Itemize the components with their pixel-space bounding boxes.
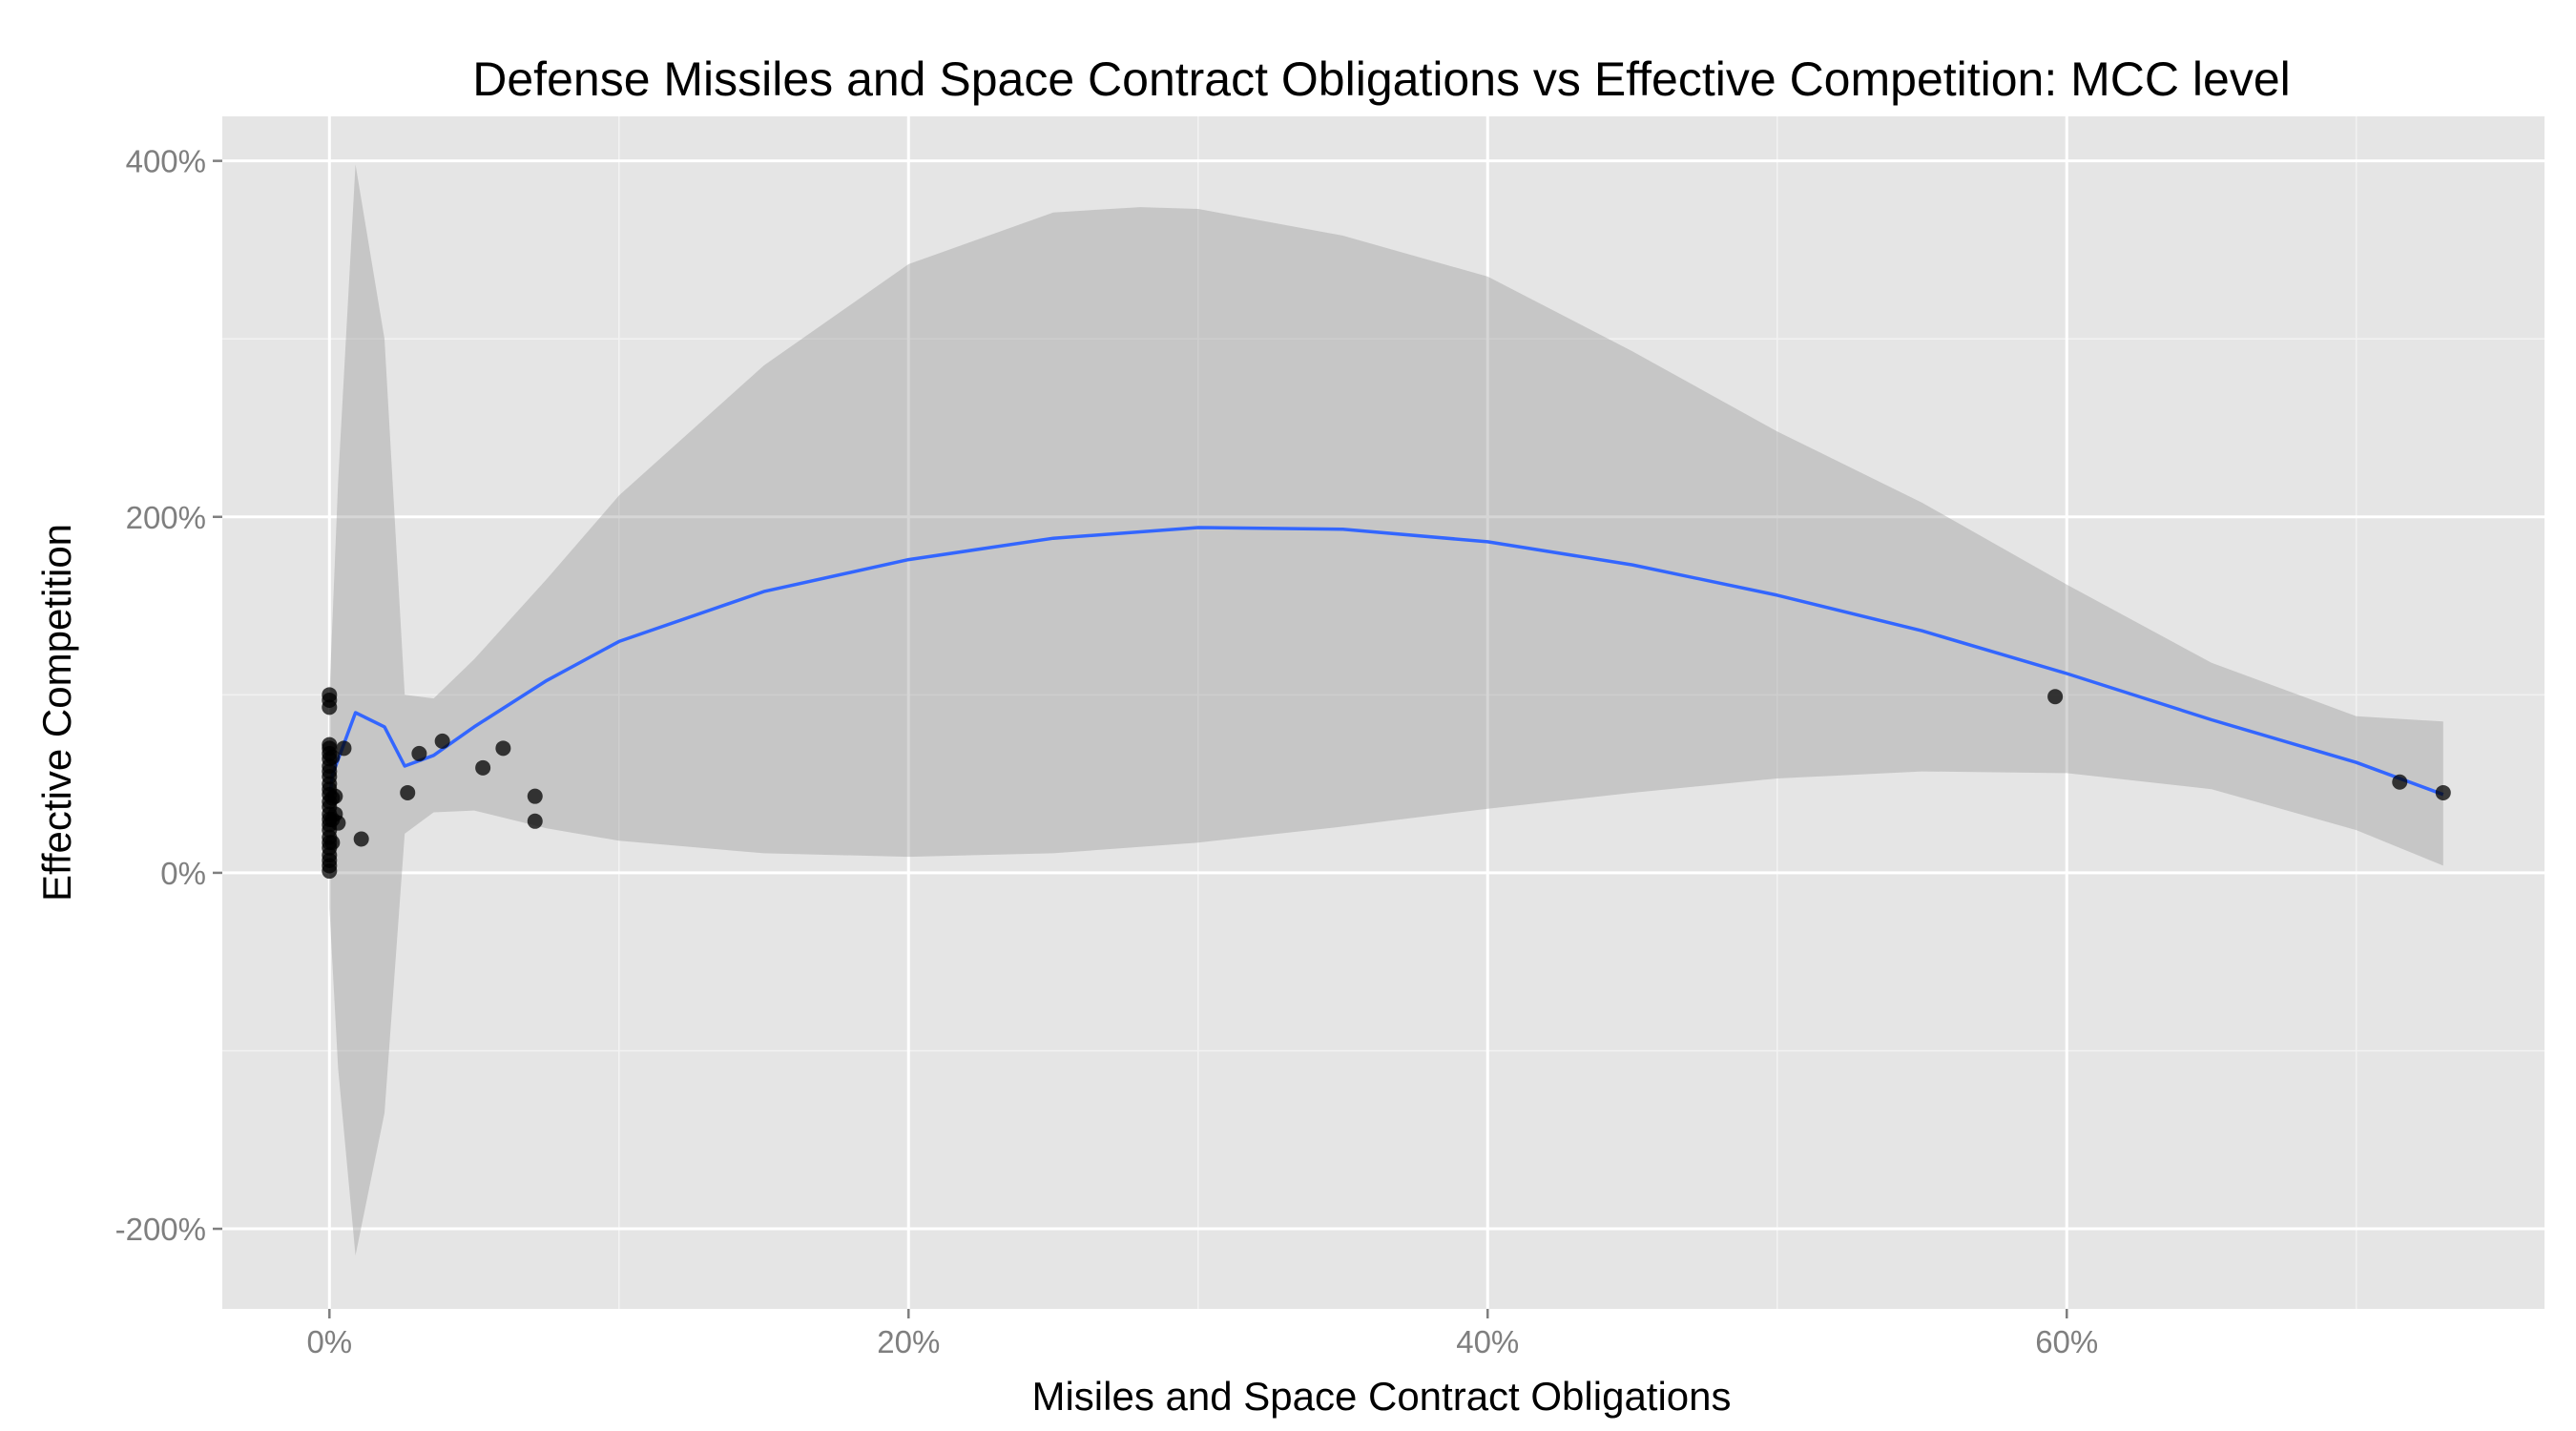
data-point-2 (322, 699, 338, 716)
data-point-42 (2047, 689, 2064, 705)
data-point-29 (324, 835, 341, 851)
x-axis-ticks: 0% 20% 40% 60% (306, 1309, 2098, 1359)
data-point-44 (2435, 784, 2451, 800)
y-tick-label-2: 200% (126, 500, 206, 535)
data-point-33 (336, 740, 352, 757)
x-tick-label-0: 0% (306, 1324, 352, 1359)
confidence-band-layer (329, 164, 2443, 1255)
data-point-32 (330, 815, 346, 831)
data-points-layer (322, 687, 2451, 880)
y-axis-ticks: -200% 0% 200% 400% (115, 144, 222, 1247)
y-tick-label-3: 400% (126, 144, 206, 179)
x-tick-label-3: 60% (2035, 1324, 2098, 1359)
plot-panel (222, 116, 2545, 1309)
confidence-band (329, 164, 2443, 1255)
y-tick-label-0: -200% (115, 1212, 206, 1247)
data-point-34 (353, 831, 369, 847)
x-axis-title: Misiles and Space Contract Obligations (1031, 1374, 1731, 1419)
data-point-30 (327, 788, 343, 804)
x-tick-label-2: 40% (1456, 1324, 1519, 1359)
data-point-26 (324, 749, 341, 765)
data-point-35 (400, 784, 416, 800)
y-tick-label-1: 0% (160, 856, 206, 891)
data-point-41 (527, 813, 543, 829)
x-tick-label-1: 20% (877, 1324, 940, 1359)
data-point-43 (2392, 774, 2408, 790)
data-point-36 (411, 745, 427, 761)
data-point-39 (495, 740, 511, 757)
minor-gridlines (222, 116, 2545, 1309)
chart-title: Defense Missiles and Space Contract Obli… (472, 52, 2290, 106)
data-point-40 (527, 788, 543, 804)
data-point-38 (475, 759, 491, 776)
major-gridlines (222, 116, 2545, 1309)
data-point-37 (434, 733, 450, 749)
data-point-25 (322, 863, 338, 880)
smooth-line (327, 526, 2444, 802)
y-axis-title: Effective Competition (34, 524, 79, 902)
smooth-line-layer (327, 526, 2444, 802)
